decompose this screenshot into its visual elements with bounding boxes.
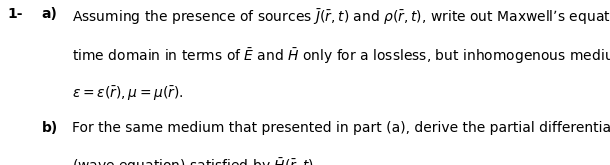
Text: b): b) xyxy=(41,121,58,135)
Text: time domain in terms of $\bar{E}$ and $\bar{H}$ only for a lossless, but inhomog: time domain in terms of $\bar{E}$ and $\… xyxy=(72,46,610,66)
Text: $\varepsilon = \varepsilon(\bar{r}), \mu = \mu(\bar{r})$.: $\varepsilon = \varepsilon(\bar{r}), \mu… xyxy=(72,84,184,103)
Text: (wave equation) satisfied by $\bar{H}(\bar{r},t)$.: (wave equation) satisfied by $\bar{H}(\b… xyxy=(72,156,318,165)
Text: 1-: 1- xyxy=(7,7,23,21)
Text: For the same medium that presented in part (a), derive the partial differential : For the same medium that presented in pa… xyxy=(72,121,610,135)
Text: a): a) xyxy=(41,7,57,21)
Text: Assuming the presence of sources $\bar{J}(\bar{r},t)$ and $\rho(\bar{r},t)$, wri: Assuming the presence of sources $\bar{J… xyxy=(72,7,610,27)
